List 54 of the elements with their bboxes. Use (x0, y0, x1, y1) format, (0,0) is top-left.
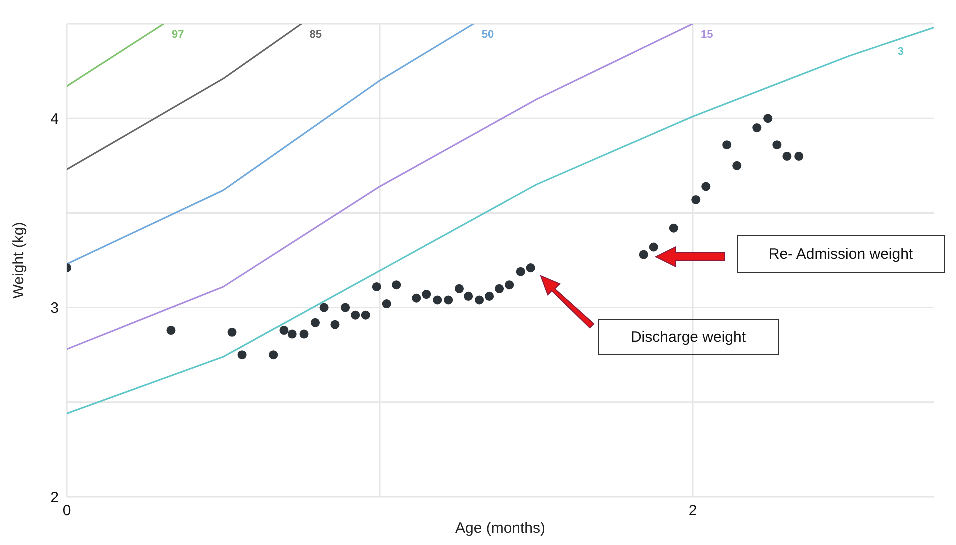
point (752, 124, 762, 133)
point (692, 195, 701, 204)
point (732, 161, 742, 170)
point (382, 300, 392, 309)
point (794, 152, 804, 161)
series-label: 50 (482, 29, 494, 41)
line-series (67, 26, 934, 415)
point (702, 182, 711, 192)
point (392, 280, 402, 290)
point (526, 264, 536, 273)
point (649, 242, 658, 252)
x-axis-title: Age (months) (455, 520, 546, 537)
point (341, 303, 350, 312)
point (485, 292, 494, 301)
annotation: Re- Admission weight (768, 246, 914, 262)
point (269, 350, 278, 360)
point (505, 280, 514, 290)
point (764, 114, 773, 124)
point (351, 310, 360, 320)
point (412, 294, 422, 303)
series-label: 85 (310, 29, 322, 41)
point (311, 318, 320, 328)
point (288, 330, 297, 339)
point (422, 290, 432, 300)
point (166, 326, 176, 336)
point (722, 140, 732, 150)
point (444, 296, 454, 305)
x-tick-label: 0 (62, 502, 72, 520)
point (433, 296, 442, 305)
y-axis-title: Weight (kg) (10, 222, 28, 299)
annotation: Discharge weight (630, 328, 746, 346)
point (372, 282, 382, 292)
point (238, 350, 247, 360)
y-tick-label: 2 (50, 489, 59, 506)
point (772, 140, 782, 150)
point (495, 284, 504, 294)
series-label: 15 (700, 29, 714, 41)
point (464, 292, 474, 301)
point (361, 310, 370, 320)
y-tick-label: 4 (50, 110, 59, 128)
point (782, 152, 792, 161)
point (475, 296, 484, 305)
point (330, 320, 340, 330)
point (669, 224, 678, 233)
point (280, 326, 289, 336)
point (300, 330, 309, 339)
point (228, 328, 237, 337)
point (454, 284, 464, 294)
series-label: 97 (172, 29, 184, 41)
point (320, 303, 329, 312)
point (516, 267, 526, 276)
y-tick-label: 3 (50, 300, 59, 318)
point (639, 250, 648, 260)
series-label: 3 (898, 46, 904, 58)
